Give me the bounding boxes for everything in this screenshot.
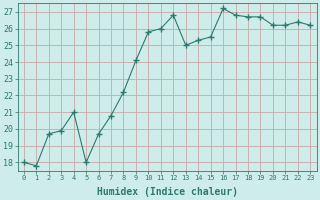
X-axis label: Humidex (Indice chaleur): Humidex (Indice chaleur) xyxy=(97,186,237,197)
